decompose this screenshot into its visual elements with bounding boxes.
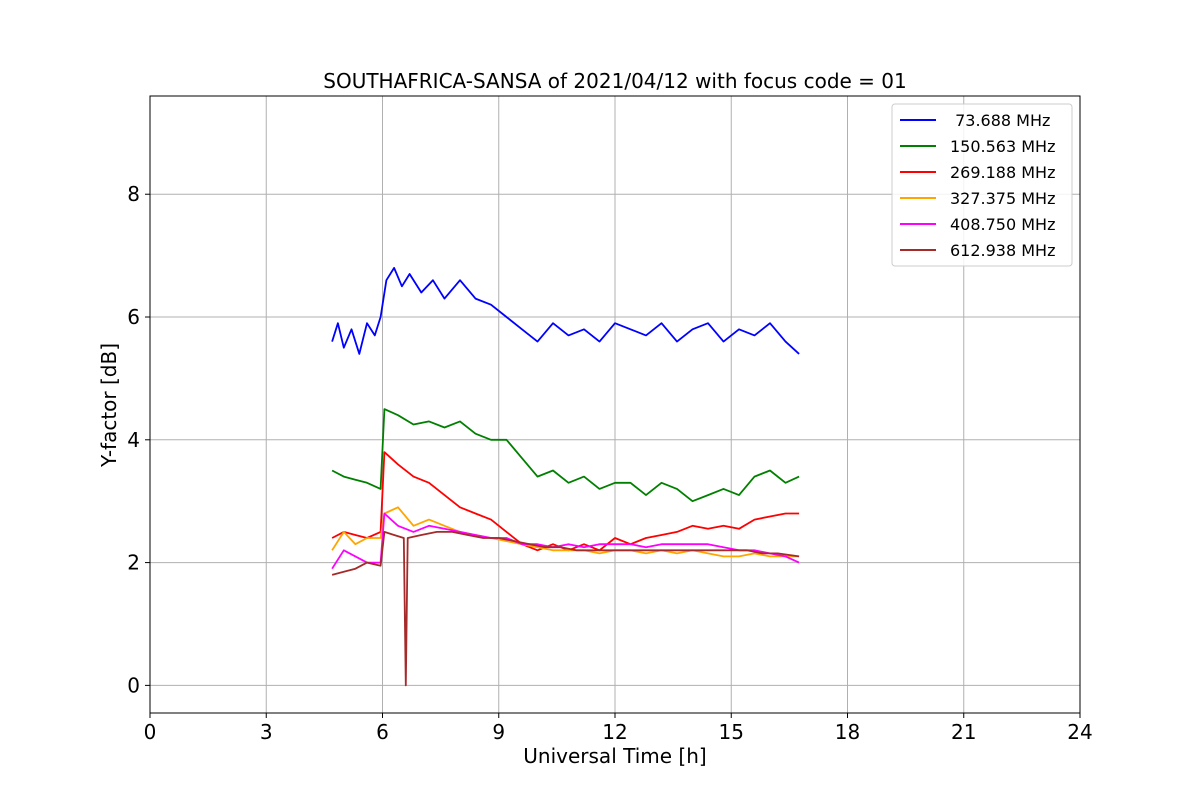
y-tick-label: 4 (127, 428, 140, 452)
x-tick-label: 18 (835, 720, 860, 744)
series-line-3 (331, 451, 800, 552)
x-tick-label: 9 (492, 720, 505, 744)
x-tick-label: 15 (719, 720, 744, 744)
x-axis-label: Universal Time [h] (523, 744, 706, 768)
series-layer (331, 266, 800, 687)
x-tick-label: 12 (602, 720, 627, 744)
x-tick-label: 0 (144, 720, 157, 744)
y-axis-ticks: 0 2 4 6 8 (127, 182, 150, 697)
series-line-6 (331, 531, 800, 687)
legend-label: 269.188 MHz (950, 163, 1055, 182)
legend-label: 150.563 MHz (950, 137, 1055, 156)
x-tick-label: 3 (260, 720, 273, 744)
x-tick-label: 6 (376, 720, 389, 744)
legend-label: 408.750 MHz (950, 215, 1055, 234)
series-line-5 (331, 512, 800, 570)
y-tick-label: 2 (127, 551, 140, 575)
y-tick-label: 8 (127, 182, 140, 206)
x-axis-ticks: 0 3 6 9 12 15 18 21 24 (144, 713, 1093, 744)
chart-title: SOUTHAFRICA-SANSA of 2021/04/12 with foc… (323, 69, 907, 93)
y-tick-label: 0 (127, 673, 140, 697)
y-tick-label: 6 (127, 305, 140, 329)
legend-label: 612.938 MHz (950, 241, 1055, 260)
legend-label: 327.375 MHz (950, 189, 1055, 208)
x-tick-label: 21 (951, 720, 976, 744)
series-line-2 (331, 408, 800, 503)
x-tick-label: 24 (1067, 720, 1092, 744)
series-line-4 (331, 506, 800, 558)
legend-box (891, 103, 1073, 267)
legend-label: 73.688 MHz (950, 111, 1050, 130)
y-axis-label: Y-factor [dB] (97, 343, 121, 468)
legend: 73.688 MHz 150.563 MHz 269.188 MHz 327.375 … (891, 103, 1073, 267)
series-line-1 (331, 266, 800, 355)
